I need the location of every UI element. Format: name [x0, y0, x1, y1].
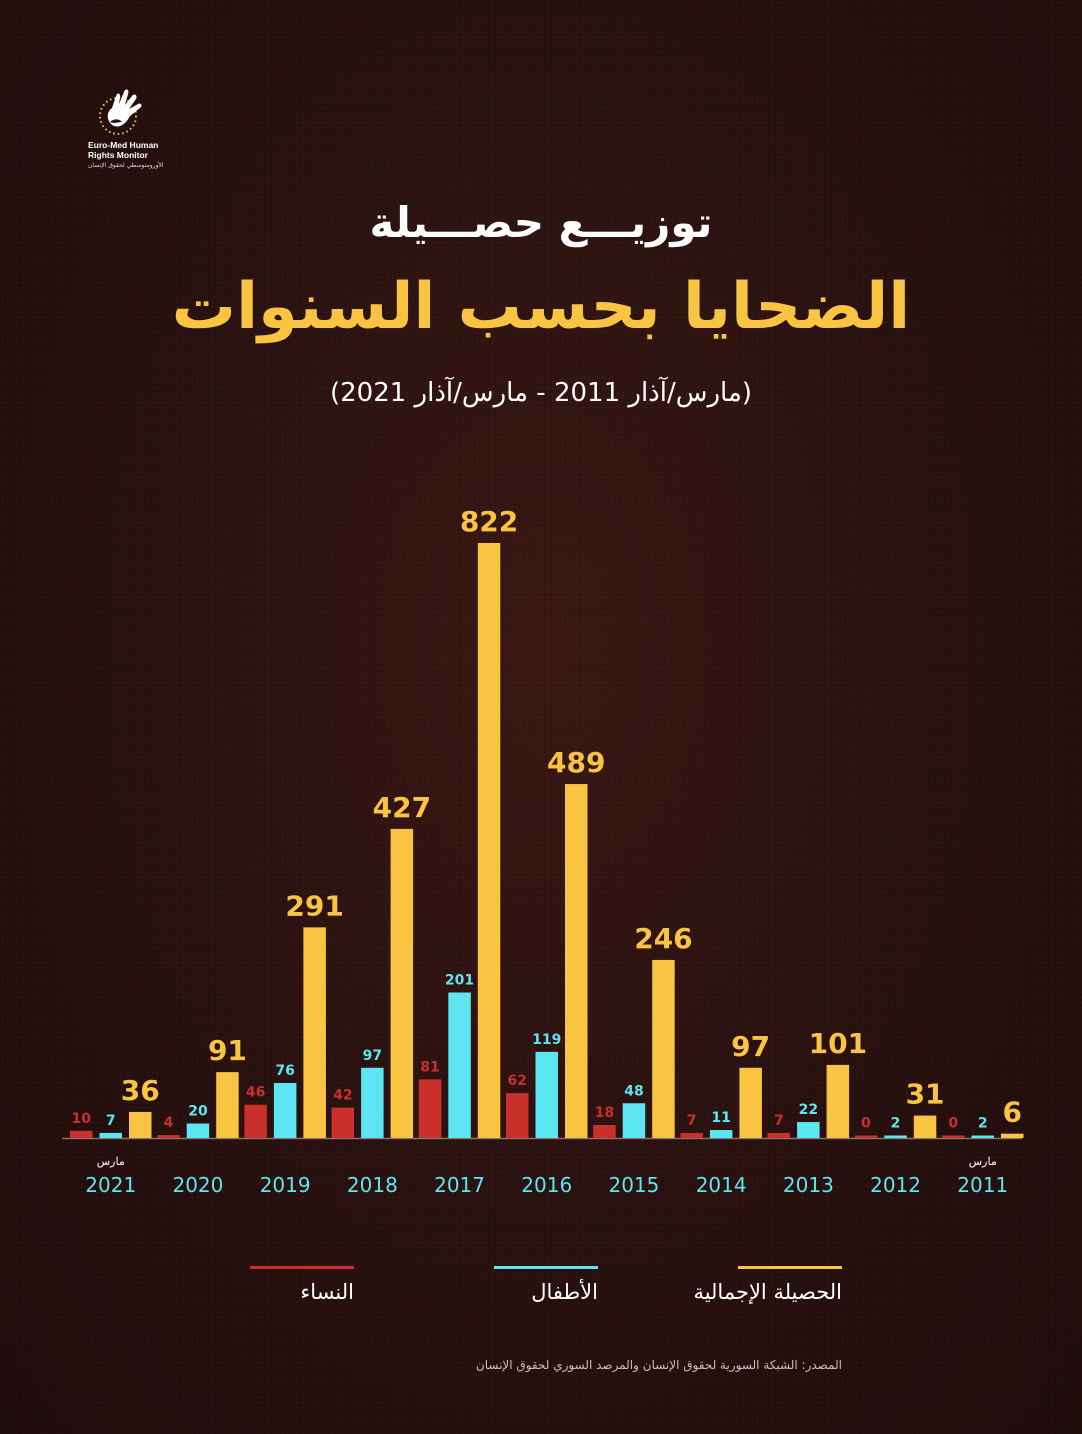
euro-med-logo: Euro-Med Human Rights Monitor الأورومتوس…	[88, 86, 168, 176]
bar-women-2016	[506, 1093, 529, 1138]
data-label-women-2011: 0	[948, 1116, 958, 1132]
legend-label-total: الحصيلة الإجمالية	[693, 1280, 842, 1304]
data-label-total-2014: 97	[731, 1030, 770, 1063]
bar-total-2012	[913, 1115, 937, 1138]
bar-children-2013	[797, 1122, 820, 1138]
legend-swatch-total	[738, 1266, 842, 1269]
logo-line-2: Rights Monitor	[88, 150, 148, 160]
data-label-total-2011: 6	[1003, 1096, 1022, 1129]
data-label-women-2013: 7	[774, 1113, 784, 1129]
x-tick-label-2015: 2015	[608, 1173, 659, 1197]
bar-children-2017	[448, 992, 471, 1138]
data-label-children-2018: 97	[363, 1048, 382, 1064]
data-label-total-2016: 489	[547, 746, 605, 779]
bar-women-2018	[331, 1107, 355, 1138]
legend-label-children: الأطفال	[531, 1280, 598, 1304]
data-label-children-2014: 11	[711, 1110, 730, 1126]
bar-women-2013	[767, 1132, 791, 1138]
bar-women-2015	[593, 1124, 616, 1138]
x-tick-note-2011: مارس	[969, 1155, 997, 1168]
data-label-women-2012: 0	[861, 1116, 871, 1132]
data-label-total-2015: 246	[634, 922, 692, 955]
bar-women-2011	[942, 1135, 965, 1138]
data-label-total-2021: 36	[121, 1074, 160, 1107]
data-label-children-2011: 2	[978, 1116, 988, 1132]
data-label-total-2017: 822	[460, 505, 518, 538]
x-tick-label-2018: 2018	[347, 1173, 398, 1197]
legend-item-children: الأطفال	[494, 1266, 598, 1316]
data-label-children-2020: 20	[188, 1104, 208, 1120]
bar-total-2019	[303, 927, 326, 1138]
data-label-total-2019: 291	[285, 889, 343, 922]
legend-swatch-children	[494, 1266, 598, 1269]
x-tick-label-2020: 2020	[172, 1173, 223, 1197]
bar-total-2016	[565, 784, 588, 1138]
data-label-total-2018: 427	[373, 791, 431, 824]
bar-total-2017	[477, 543, 501, 1138]
bar-women-2017	[418, 1079, 442, 1138]
data-label-children-2016: 119	[532, 1032, 561, 1048]
bar-total-2011	[1001, 1133, 1024, 1138]
legend-label-women: النساء	[300, 1280, 354, 1304]
data-label-women-2014: 7	[687, 1113, 697, 1129]
bar-women-2021	[70, 1130, 93, 1138]
data-label-women-2021: 10	[72, 1111, 92, 1127]
data-label-children-2012: 2	[891, 1116, 901, 1132]
data-label-women-2015: 18	[595, 1105, 614, 1121]
x-tick-label-2019: 2019	[260, 1173, 311, 1197]
bar-total-2014	[739, 1067, 762, 1138]
data-label-children-2013: 22	[799, 1102, 818, 1118]
page-title: الضحايا بحسب السنوات	[171, 270, 911, 344]
data-label-total-2012: 31	[906, 1078, 945, 1111]
bar-total-2018	[390, 828, 414, 1138]
bar-total-2015	[652, 959, 675, 1138]
bar-women-2012	[854, 1135, 878, 1138]
data-label-women-2016: 62	[508, 1073, 527, 1089]
x-tick-label-2011: 2011	[957, 1173, 1008, 1197]
x-tick-label-2013: 2013	[783, 1173, 834, 1197]
bar-children-2020	[186, 1123, 210, 1138]
source-note: المصدر: الشبكة السورية لحقوق الإنسان وال…	[475, 1358, 842, 1372]
data-label-total-2020: 91	[208, 1034, 247, 1067]
legend-item-women: النساء	[250, 1266, 354, 1316]
bar-women-2019	[244, 1104, 267, 1138]
bar-children-2021	[99, 1132, 122, 1138]
data-label-children-2019: 76	[275, 1063, 294, 1079]
bar-children-2014	[709, 1130, 733, 1138]
bar-children-2019	[273, 1082, 297, 1138]
data-label-women-2020: 4	[164, 1115, 174, 1131]
logo-line-1: Euro-Med Human	[88, 140, 159, 150]
logo-arabic: الأورومتوسطي لحقوق الإنسان	[88, 162, 164, 169]
data-label-women-2017: 81	[420, 1059, 439, 1075]
data-label-children-2015: 48	[624, 1083, 643, 1099]
bar-children-2012	[884, 1135, 907, 1138]
bar-children-2018	[361, 1067, 384, 1138]
x-tick-note-2021: مارس	[97, 1155, 125, 1168]
hand-dove-logo-icon	[99, 89, 142, 135]
x-tick-label-2016: 2016	[521, 1173, 572, 1197]
bar-women-2020	[157, 1135, 180, 1138]
data-label-total-2013: 101	[809, 1027, 867, 1060]
data-label-women-2018: 42	[333, 1088, 352, 1104]
x-tick-label-2017: 2017	[434, 1173, 485, 1197]
title-line-1: توزيـــع حصـــيلة	[369, 198, 713, 247]
bar-women-2014	[680, 1132, 703, 1138]
bar-total-2020	[216, 1072, 239, 1138]
bar-children-2016	[535, 1051, 558, 1138]
bar-children-2015	[622, 1103, 646, 1138]
bar-total-2021	[129, 1111, 152, 1138]
legend-swatch-women	[250, 1266, 354, 1269]
subtitle-date-range: (مارس/آذار 2011 - مارس/آذار 2021)	[329, 378, 753, 408]
x-tick-label-2021: 2021	[85, 1173, 136, 1197]
data-label-children-2017: 201	[445, 973, 474, 989]
data-label-children-2021: 7	[106, 1113, 116, 1129]
x-tick-label-2012: 2012	[870, 1173, 921, 1197]
bar-children-2011	[971, 1135, 994, 1138]
legend-item-total: الحصيلة الإجمالية	[693, 1266, 842, 1316]
data-label-women-2019: 46	[246, 1085, 265, 1101]
bar-total-2013	[826, 1064, 850, 1138]
x-tick-label-2014: 2014	[696, 1173, 747, 1197]
